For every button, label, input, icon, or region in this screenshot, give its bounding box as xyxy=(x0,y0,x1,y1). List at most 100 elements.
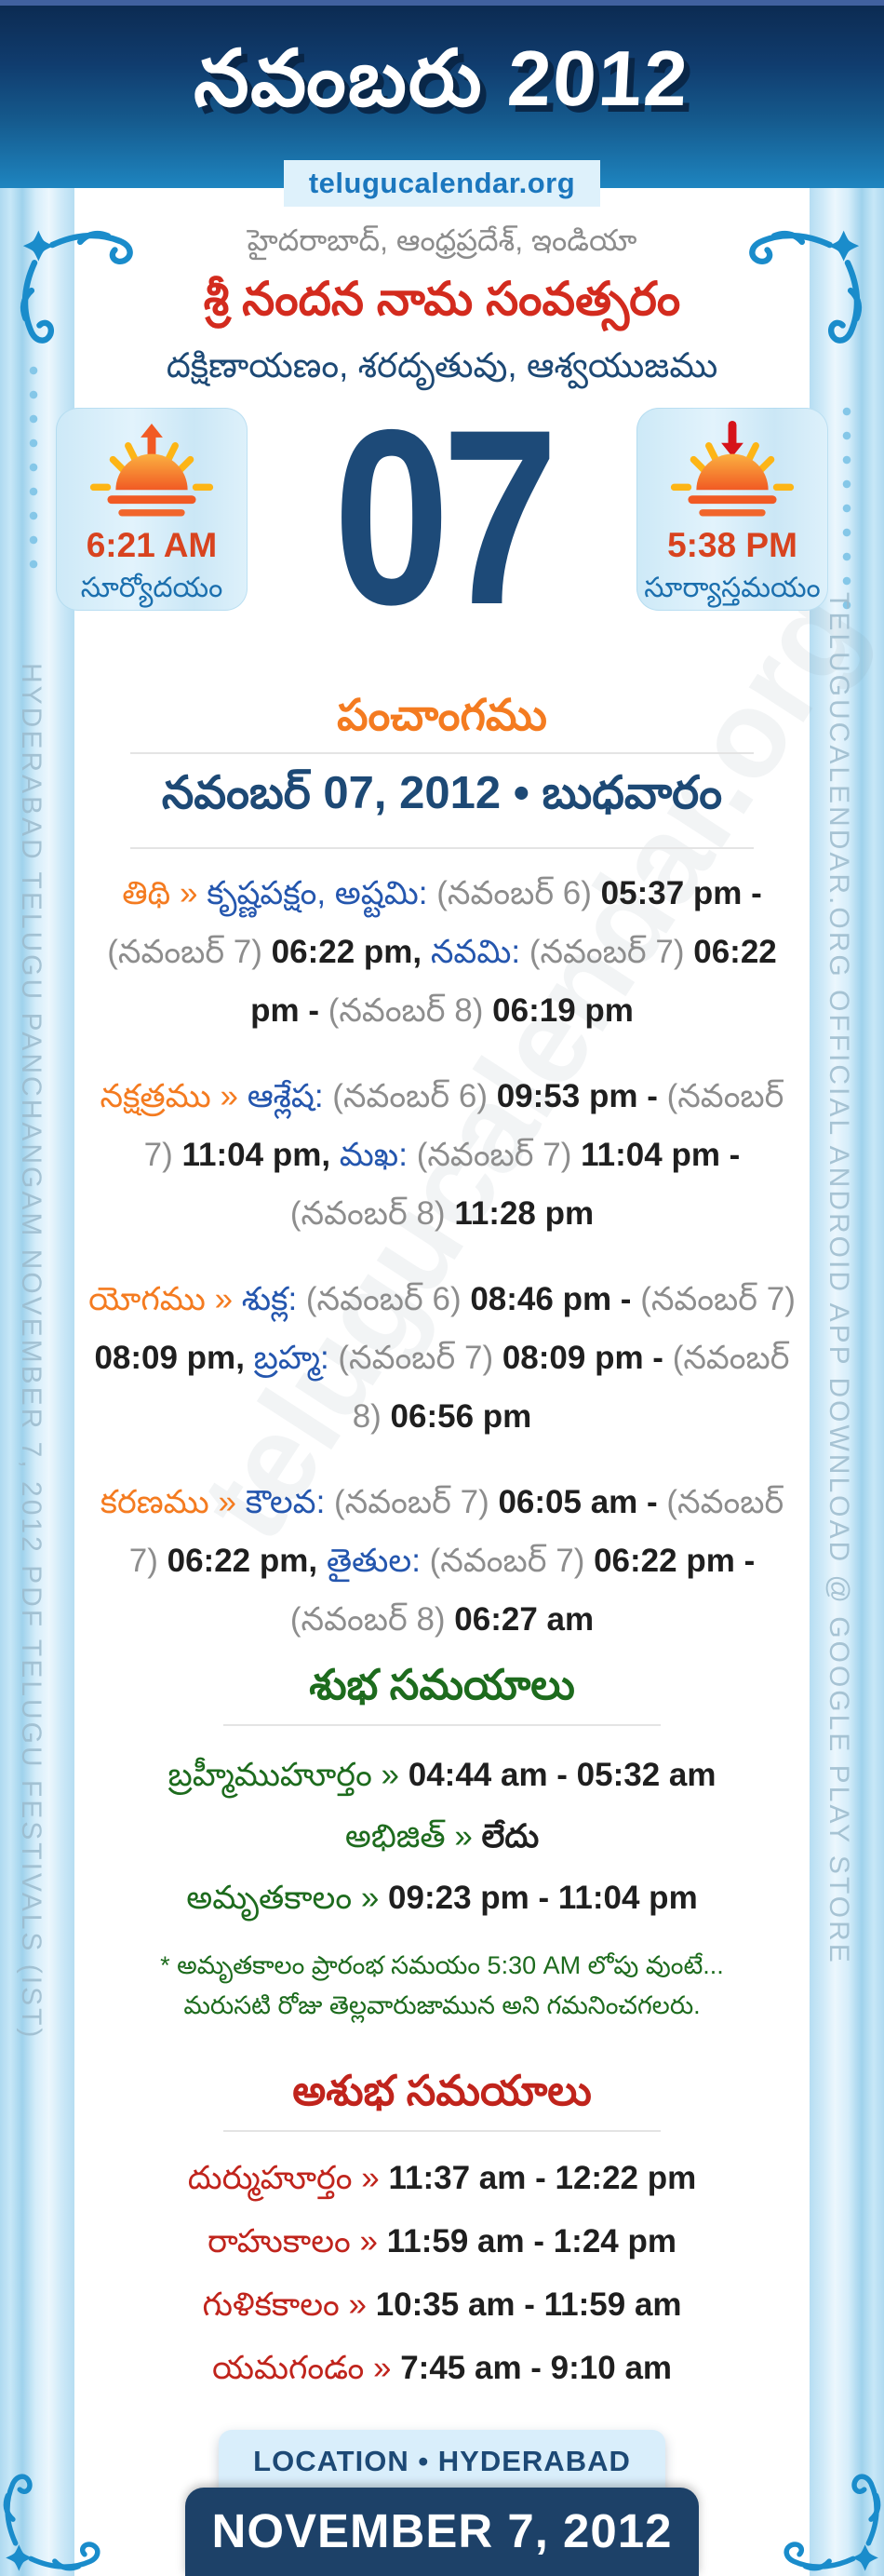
auspicious-heading: శుభ సమయాలు xyxy=(309,1661,575,1708)
text-segment: » xyxy=(352,2160,389,2196)
text-segment: 7:45 am - 9:10 am xyxy=(400,2350,673,2386)
header-banner: నవంబరు 2012 xyxy=(0,0,884,188)
text-segment: - xyxy=(719,1137,741,1173)
text-segment: కరణము xyxy=(100,1484,209,1520)
panchangam-heading: పంచాంగము xyxy=(337,690,547,739)
text-segment: అమృతకాలం xyxy=(186,1880,353,1916)
text-segment: తిథి xyxy=(122,875,171,911)
text-segment: (నవంబర్ 7) xyxy=(107,934,272,970)
sunrise-label: సూర్యోదయం xyxy=(80,573,223,603)
text-segment: (నవంబర్ 6) xyxy=(436,875,601,911)
sunset-card: 5:38 PM సూర్యాస్తమయం xyxy=(636,408,828,611)
brahmi-muhurtam-row: బ్రహ్మీముహూర్తం » 04:44 am - 05:32 am xyxy=(86,1745,798,1806)
corner-flourish-icon xyxy=(780,2469,882,2573)
text-segment: - xyxy=(637,1078,667,1114)
text-segment: - xyxy=(734,1543,756,1579)
text-segment: (నవంబర్ 8) xyxy=(352,1340,790,1435)
text-segment: : xyxy=(319,1340,339,1376)
text-segment: మఖ xyxy=(339,1137,399,1173)
gulikakalam-row: గుళికకాలం » 10:35 am - 11:59 am xyxy=(86,2273,798,2337)
text-segment: , xyxy=(308,1543,327,1579)
text-segment: 06:56 pm xyxy=(390,1398,532,1435)
sunset-time: 5:38 PM xyxy=(667,526,797,564)
sunrise-time: 6:21 AM xyxy=(86,526,218,564)
text-segment: (నవంబర్ 7) xyxy=(640,1281,796,1317)
text-segment: 09:53 pm xyxy=(496,1078,638,1114)
inauspicious-heading: అశుభ సమయాలు xyxy=(292,2067,592,2114)
text-segment: (నవంబర్ 6) xyxy=(305,1281,471,1317)
text-segment: (నవంబర్ 7) xyxy=(143,1078,784,1173)
telugu-year-title: శ్రీ నందన నామ సంవత్సరం xyxy=(203,273,681,325)
divider xyxy=(130,752,754,754)
text-segment: 08:09 pm xyxy=(94,1340,236,1376)
text-segment: యమగండం xyxy=(211,2350,365,2386)
text-segment: (నవంబర్ 8) xyxy=(289,1601,455,1638)
yamagandam-row: యమగండం » 7:45 am - 9:10 am xyxy=(86,2337,798,2400)
text-segment: (నవంబర్ 7) xyxy=(128,1484,784,1579)
text-segment: » xyxy=(210,1078,248,1114)
text-segment: » xyxy=(170,875,208,911)
rahukalam-row: రాహుకాలం » 11:59 am - 1:24 pm xyxy=(86,2210,798,2273)
text-segment: తైతుల xyxy=(326,1543,412,1579)
text-segment: (నవంబర్ 6) xyxy=(332,1078,497,1114)
abhijit-row: అభిజిత్ » లేదు xyxy=(86,1806,798,1868)
text-segment: యోగము xyxy=(88,1281,206,1317)
karanam-row: కరణము » కౌలవ: (నవంబర్ 7) 06:05 am - (నవం… xyxy=(86,1473,798,1649)
text-segment: - xyxy=(643,1340,673,1376)
amrutakalam-note: * అమృతకాలం ప్రారంభ సమయం 5:30 AM లోపు వుం… xyxy=(160,1951,724,2019)
text-segment: (నవంబర్ 7) xyxy=(334,1484,499,1520)
text-segment: 06:22 pm xyxy=(167,1543,309,1579)
text-segment: - xyxy=(742,875,762,911)
sunset-icon xyxy=(670,421,795,517)
text-segment: ఆశ్లేష xyxy=(247,1078,315,1114)
text-segment: : xyxy=(315,1484,335,1520)
text-segment: 11:37 am - 12:22 pm xyxy=(388,2160,697,2196)
text-segment: 05:37 pm xyxy=(600,875,743,911)
text-segment: » xyxy=(445,1818,482,1854)
text-segment: - xyxy=(611,1281,641,1317)
text-segment: 08:46 pm xyxy=(470,1281,612,1317)
text-segment: » xyxy=(208,1484,246,1520)
auspicious-rows: బ్రహ్మీముహూర్తం » 04:44 am - 05:32 am అభ… xyxy=(86,1745,798,1929)
divider xyxy=(223,1724,661,1726)
page-title: నవంబరు 2012 xyxy=(192,34,691,122)
right-margin-caption: TELUGUCALENDAR.ORG OFFICIAL ANDROID APP … xyxy=(824,592,854,1965)
corner-flourish-icon xyxy=(2,2469,104,2573)
left-dotted-ornament xyxy=(29,365,38,584)
text-segment: (నవంబర్ 8) xyxy=(328,992,493,1029)
text-segment: కృష్ణపక్షం, అష్టమి xyxy=(207,875,419,911)
text-segment: (నవంబర్ 7) xyxy=(529,934,694,970)
yogam-row: యోగము » శుక్ల: (నవంబర్ 6) 08:46 pm - (నవ… xyxy=(86,1270,798,1446)
text-segment: లేదు xyxy=(481,1818,540,1854)
text-segment: » xyxy=(352,1880,389,1916)
text-segment: శుక్ల xyxy=(241,1281,288,1317)
text-segment: : xyxy=(314,1078,333,1114)
site-link[interactable]: telugucalendar.org xyxy=(284,160,600,207)
text-segment: 08:09 pm xyxy=(502,1340,644,1376)
text-segment: 06:22 pm xyxy=(594,1543,735,1579)
text-segment: » xyxy=(350,2223,387,2259)
right-dotted-ornament xyxy=(842,406,851,625)
text-segment: 11:59 am - 1:24 pm xyxy=(386,2223,676,2259)
location-subtitle: హైదరాబాద్, ఆంధ్రప్రదేశ్, ఇండియా xyxy=(247,223,637,257)
text-segment: 06:19 pm xyxy=(492,992,634,1029)
season-subtitle: దక్షిణాయణం, శరదృతువు, ఆశ్వయుజము xyxy=(166,346,718,384)
text-segment: కౌలవ xyxy=(245,1484,316,1520)
text-segment: » xyxy=(205,1281,242,1317)
text-segment: 06:22 pm xyxy=(250,934,777,1029)
inauspicious-rows: దుర్ముహూర్తం » 11:37 am - 12:22 pm రాహుక… xyxy=(86,2147,798,2400)
amrutakalam-row: అమృతకాలం » 09:23 pm - 11:04 pm xyxy=(86,1868,798,1929)
divider xyxy=(223,2130,661,2132)
left-margin-caption: HYDERABAD TELUGU PANCHANGAM NOVEMBER 7, … xyxy=(16,663,47,2041)
text-segment: బ్రహ్మీముహూర్తం xyxy=(167,1757,372,1793)
nakshatram-row: నక్షత్రము » ఆశ్లేష: (నవంబర్ 6) 09:53 pm … xyxy=(86,1067,798,1243)
durmuhurtam-row: దుర్ముహూర్తం » 11:37 am - 12:22 pm xyxy=(86,2147,798,2210)
text-segment: 06:22 pm xyxy=(271,934,413,970)
text-segment: 11:04 pm xyxy=(581,1137,720,1173)
text-segment: : xyxy=(288,1281,306,1317)
tithi-row: తిథి » కృష్ణపక్షం, అష్టమి: (నవంబర్ 6) 05… xyxy=(86,864,798,1040)
text-segment: అభిజిత్ xyxy=(344,1818,446,1854)
text-segment: (నవంబర్ 7) xyxy=(416,1137,582,1173)
text-segment: దుర్ముహూర్తం xyxy=(187,2160,353,2196)
text-segment: బ్రహ్మ xyxy=(253,1340,320,1376)
